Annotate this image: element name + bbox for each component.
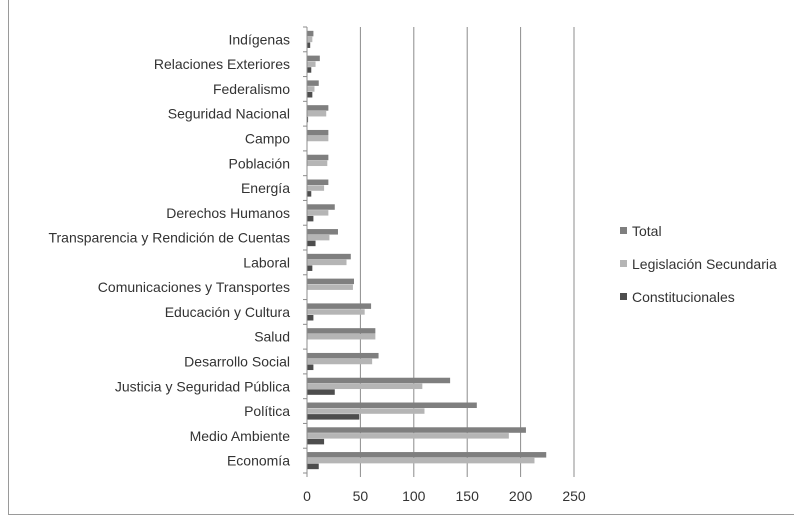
legend-label-constitucionales: Constitucionales (632, 289, 735, 305)
category-label-relaciones-exteriores: Relaciones Exteriores (154, 56, 290, 72)
category-label-federalismo: Federalismo (213, 81, 290, 97)
tick-labels: 0 50 100 150 200 250 (303, 488, 586, 504)
bar-derechos-humanos-constitucionales (307, 215, 314, 222)
bar-laboral-total (307, 253, 351, 260)
legend-swatch-legislacion-secundaria (620, 260, 627, 267)
bar-desarrollo-social-constitucionales (307, 364, 314, 371)
bar-federalismo-constitucionales (307, 91, 313, 98)
category-labels: Indígenas Relaciones Exteriores Federalism… (48, 31, 290, 468)
chart-frame (8, 0, 794, 515)
category-label-transparencia-y-rendicion-de-cuentas: Transparencia y Rendición de Cuentas (48, 230, 290, 246)
bar-politica-total (307, 402, 477, 409)
bar-justicia-y-seguridad-publica-constitucionales (307, 389, 335, 395)
bar-economia-total (307, 452, 547, 458)
bar-seguridad-nacional-total (307, 105, 329, 111)
axes (303, 26, 575, 477)
tick-label-150: 150 (456, 488, 480, 504)
bar-educacion-y-cultura-constitucionales (307, 314, 314, 321)
bar-indigenas-legislacion-secundaria (307, 36, 313, 43)
bar-economia-constitucionales (307, 463, 319, 470)
category-label-salud: Salud (254, 329, 290, 345)
bar-justicia-y-seguridad-publica-total (307, 377, 451, 384)
bar-salud-total (307, 328, 376, 334)
tick-label-100: 100 (402, 488, 426, 504)
legend-label-legislacion-secundaria: Legislación Secundaria (632, 256, 777, 272)
bar-laboral-constitucionales (307, 265, 313, 271)
category-label-energia: Energía (241, 180, 290, 196)
tick-label-0: 0 (303, 488, 311, 504)
bar-poblacion-total (307, 154, 329, 161)
category-label-poblacion: Población (229, 155, 291, 171)
legend-label-total: Total (632, 223, 662, 239)
bar-campo-total (307, 129, 329, 136)
bar-federalismo-total (307, 80, 319, 86)
bar-politica-legislacion-secundaria (307, 408, 425, 414)
category-label-laboral: Laboral (243, 254, 290, 270)
bar-educacion-y-cultura-legislacion-secundaria (307, 309, 365, 315)
category-label-politica: Política (244, 403, 290, 419)
bar-medio-ambiente-legislacion-secundaria (307, 433, 509, 439)
bar-derechos-humanos-total (307, 204, 335, 210)
bar-relaciones-exteriores-constitucionales (307, 67, 312, 73)
category-label-campo: Campo (245, 131, 290, 147)
bar-indigenas-total (307, 30, 314, 37)
bar-transparencia-y-rendicion-de-cuentas-legislacion-secundaria (307, 234, 330, 241)
category-label-justicia-y-seguridad-publica: Justicia y Seguridad Pública (115, 378, 290, 394)
bar-energia-legislacion-secundaria (307, 185, 325, 191)
bar-salud-legislacion-secundaria (307, 333, 376, 340)
bar-politica-constitucionales (307, 414, 360, 420)
bar-economia-legislacion-secundaria (307, 457, 535, 464)
bar-federalismo-legislacion-secundaria (307, 86, 315, 92)
bar-derechos-humanos-legislacion-secundaria (307, 210, 329, 216)
bar-transparencia-y-rendicion-de-cuentas-total (307, 229, 338, 235)
legend-swatch-total (620, 227, 627, 234)
category-label-derechos-humanos: Derechos Humanos (166, 205, 290, 221)
category-label-medio-ambiente: Medio Ambiente (190, 428, 291, 444)
bar-energia-total (307, 179, 329, 186)
bar-comunicaciones-y-transportes-total (307, 278, 354, 285)
bar-medio-ambiente-constitucionales (307, 438, 325, 445)
legend-swatch-constitucionales (620, 293, 627, 300)
category-label-indigenas: Indígenas (229, 31, 291, 47)
bars (307, 30, 547, 470)
bar-energia-constitucionales (307, 191, 312, 197)
category-label-desarrollo-social: Desarrollo Social (184, 354, 290, 370)
bar-poblacion-legislacion-secundaria (307, 160, 328, 167)
bar-relaciones-exteriores-total (307, 55, 320, 62)
bar-laboral-legislacion-secundaria (307, 259, 347, 266)
category-label-economia: Economía (227, 453, 290, 469)
bar-medio-ambiente-total (307, 427, 526, 433)
bar-seguridad-nacional-legislacion-secundaria (307, 110, 327, 117)
gridlines (359, 27, 575, 473)
bar-relaciones-exteriores-legislacion-secundaria (307, 61, 316, 67)
bar-comunicaciones-y-transportes-legislacion-secundaria (307, 284, 353, 290)
category-label-seguridad-nacional: Seguridad Nacional (168, 106, 290, 122)
category-label-educacion-y-cultura: Educación y Cultura (165, 304, 291, 320)
bar-justicia-y-seguridad-publica-legislacion-secundaria (307, 383, 423, 390)
bar-campo-legislacion-secundaria (307, 135, 329, 142)
bar-seguridad-nacional-constitucionales (307, 116, 309, 123)
bar-desarrollo-social-legislacion-secundaria (307, 358, 373, 365)
bar-indigenas-constitucionales (307, 42, 311, 48)
category-label-comunicaciones-y-transportes: Comunicaciones y Transportes (98, 279, 290, 295)
bar-educacion-y-cultura-total (307, 303, 372, 309)
bar-transparencia-y-rendicion-de-cuentas-constitucionales (307, 240, 316, 247)
tick-label-50: 50 (353, 488, 369, 504)
tick-label-200: 200 (509, 488, 533, 504)
tick-label-250: 250 (562, 488, 586, 504)
bar-desarrollo-social-total (307, 352, 379, 359)
legend: Total Legislación Secundaria Constituciona… (620, 223, 777, 305)
